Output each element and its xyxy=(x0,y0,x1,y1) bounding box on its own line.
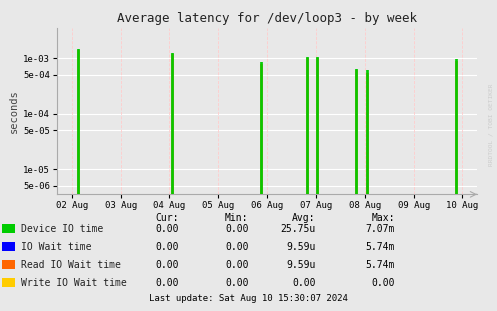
Text: 0.00: 0.00 xyxy=(225,242,248,252)
Text: RRDTOOL / TOBI OETIKER: RRDTOOL / TOBI OETIKER xyxy=(489,83,494,166)
Text: Read IO Wait time: Read IO Wait time xyxy=(21,260,121,270)
Text: Max:: Max: xyxy=(372,213,395,223)
Y-axis label: seconds: seconds xyxy=(9,89,19,133)
Text: 0.00: 0.00 xyxy=(225,278,248,288)
Text: Min:: Min: xyxy=(225,213,248,223)
Text: 9.59u: 9.59u xyxy=(286,242,316,252)
Text: Avg:: Avg: xyxy=(292,213,316,223)
Text: 7.07m: 7.07m xyxy=(366,224,395,234)
Text: Cur:: Cur: xyxy=(156,213,179,223)
Text: 0.00: 0.00 xyxy=(156,224,179,234)
Text: 0.00: 0.00 xyxy=(156,242,179,252)
Text: 0.00: 0.00 xyxy=(225,260,248,270)
Text: Last update: Sat Aug 10 15:30:07 2024: Last update: Sat Aug 10 15:30:07 2024 xyxy=(149,294,348,303)
Text: Write IO Wait time: Write IO Wait time xyxy=(21,278,127,288)
Text: 9.59u: 9.59u xyxy=(286,260,316,270)
Text: 5.74m: 5.74m xyxy=(366,242,395,252)
Text: 0.00: 0.00 xyxy=(156,278,179,288)
Text: 25.75u: 25.75u xyxy=(280,224,316,234)
Text: 0.00: 0.00 xyxy=(372,278,395,288)
Title: Average latency for /dev/loop3 - by week: Average latency for /dev/loop3 - by week xyxy=(117,12,417,26)
Text: 0.00: 0.00 xyxy=(292,278,316,288)
Text: Device IO time: Device IO time xyxy=(21,224,103,234)
Text: 0.00: 0.00 xyxy=(225,224,248,234)
Text: IO Wait time: IO Wait time xyxy=(21,242,91,252)
Text: 5.74m: 5.74m xyxy=(366,260,395,270)
Text: 0.00: 0.00 xyxy=(156,260,179,270)
